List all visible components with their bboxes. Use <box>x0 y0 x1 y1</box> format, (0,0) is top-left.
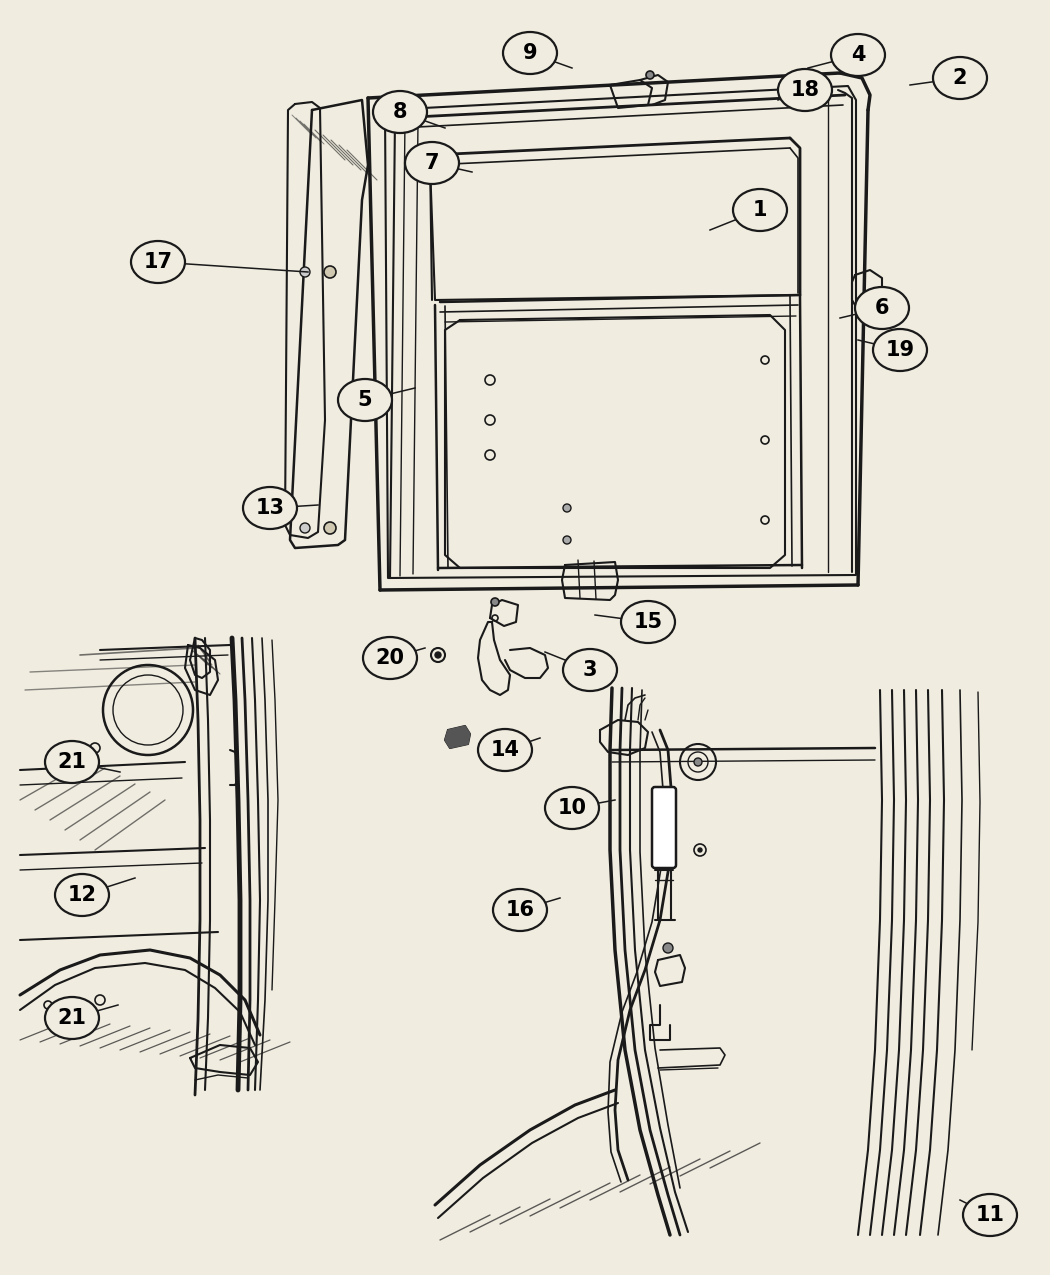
Circle shape <box>324 521 336 534</box>
Ellipse shape <box>45 997 99 1039</box>
Ellipse shape <box>933 57 987 99</box>
Ellipse shape <box>778 69 832 111</box>
Text: 8: 8 <box>393 102 407 122</box>
Text: 4: 4 <box>850 45 865 65</box>
Circle shape <box>563 504 571 513</box>
Circle shape <box>694 759 702 766</box>
Ellipse shape <box>963 1193 1017 1235</box>
Text: 20: 20 <box>376 648 404 668</box>
Ellipse shape <box>478 729 532 771</box>
Ellipse shape <box>243 487 297 529</box>
Text: 19: 19 <box>885 340 915 360</box>
Text: 2: 2 <box>952 68 967 88</box>
Ellipse shape <box>855 287 909 329</box>
Text: 21: 21 <box>58 1009 86 1028</box>
Circle shape <box>870 310 880 320</box>
Text: 6: 6 <box>875 298 889 317</box>
Text: 18: 18 <box>791 80 819 99</box>
Text: 9: 9 <box>523 43 538 62</box>
Circle shape <box>698 848 702 852</box>
Text: 11: 11 <box>975 1205 1005 1225</box>
Text: 17: 17 <box>144 252 172 272</box>
Text: 12: 12 <box>67 885 97 905</box>
Text: 5: 5 <box>358 390 373 411</box>
Circle shape <box>491 598 499 606</box>
Text: 3: 3 <box>583 660 597 680</box>
Ellipse shape <box>545 787 598 829</box>
Ellipse shape <box>405 142 459 184</box>
Text: 14: 14 <box>490 740 520 760</box>
Text: 7: 7 <box>425 153 439 173</box>
Text: 21: 21 <box>58 752 86 771</box>
Text: 15: 15 <box>633 612 663 632</box>
Ellipse shape <box>621 601 675 643</box>
Ellipse shape <box>873 329 927 371</box>
Ellipse shape <box>494 889 547 931</box>
Ellipse shape <box>831 34 885 76</box>
Text: 16: 16 <box>505 900 534 921</box>
Ellipse shape <box>733 189 788 231</box>
Polygon shape <box>445 725 470 748</box>
Ellipse shape <box>131 241 185 283</box>
Circle shape <box>563 536 571 544</box>
Circle shape <box>300 523 310 533</box>
FancyBboxPatch shape <box>652 787 676 868</box>
Ellipse shape <box>363 638 417 680</box>
Circle shape <box>300 266 310 277</box>
Ellipse shape <box>338 379 392 421</box>
Ellipse shape <box>503 32 556 74</box>
Ellipse shape <box>55 873 109 915</box>
Circle shape <box>324 266 336 278</box>
Text: 1: 1 <box>753 200 768 221</box>
Text: 10: 10 <box>558 798 587 819</box>
Circle shape <box>663 944 673 952</box>
Ellipse shape <box>373 91 427 133</box>
Text: 13: 13 <box>255 499 285 518</box>
Circle shape <box>435 652 441 658</box>
Ellipse shape <box>563 649 617 691</box>
Ellipse shape <box>45 741 99 783</box>
Circle shape <box>646 71 654 79</box>
